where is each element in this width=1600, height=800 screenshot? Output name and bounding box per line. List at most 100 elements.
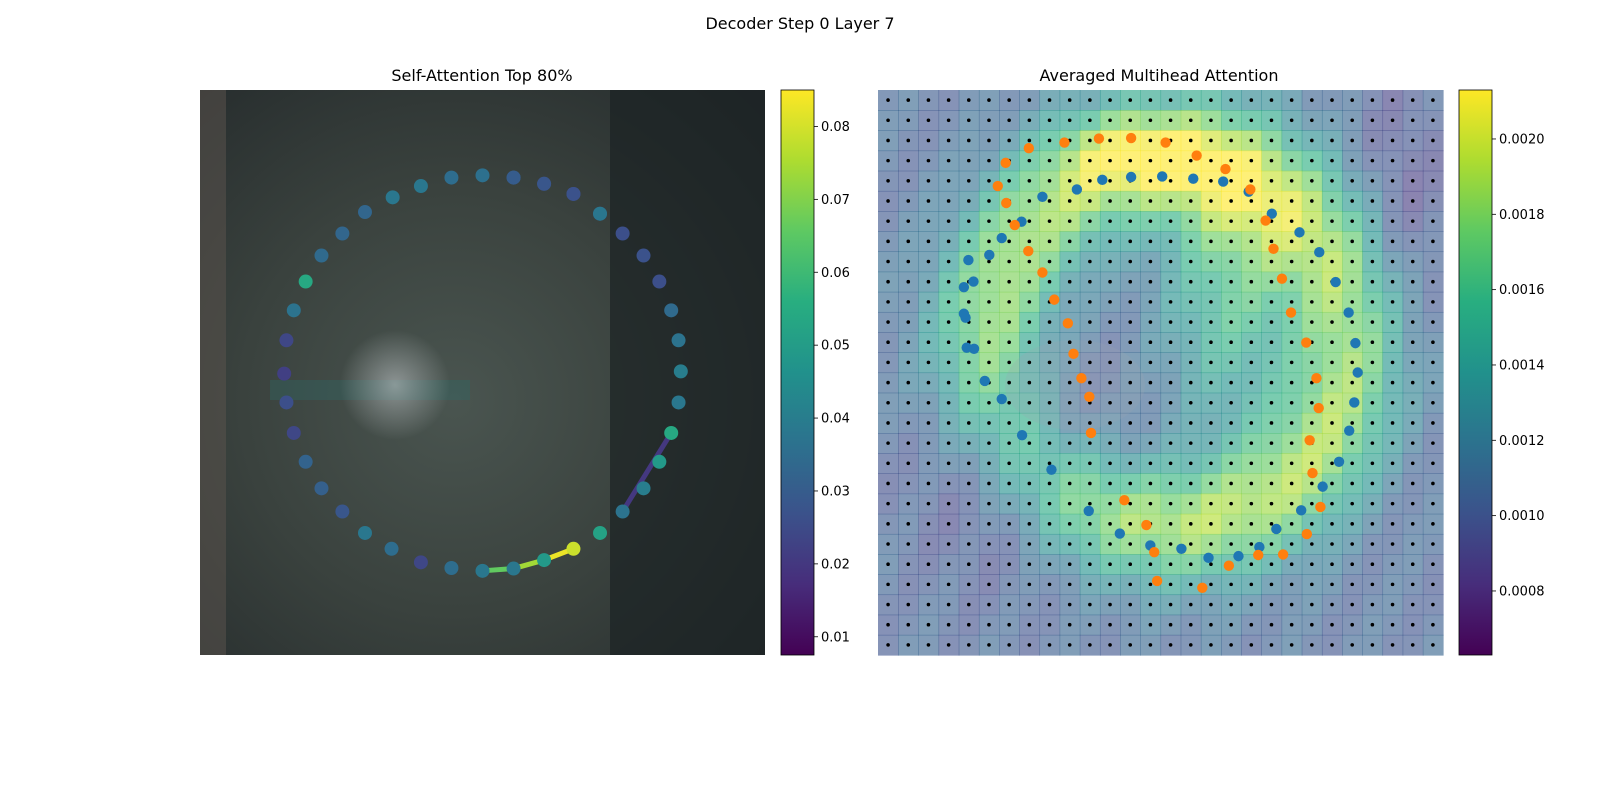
grid-dot xyxy=(1289,400,1294,405)
grid-dot xyxy=(1289,340,1294,345)
query-point xyxy=(671,333,686,348)
grid-dot xyxy=(1269,259,1274,264)
grid-dot xyxy=(1007,643,1011,647)
grid-dot xyxy=(1168,400,1173,405)
grid-dot xyxy=(1269,582,1274,587)
grid-dot xyxy=(886,501,890,506)
grid-dot xyxy=(1088,300,1092,304)
grid-dot xyxy=(1370,158,1375,163)
grid-dot xyxy=(967,219,971,223)
figure-title: Decoder Step 0 Layer 7 xyxy=(705,14,894,33)
grid-dot xyxy=(1310,118,1314,123)
grid-dot xyxy=(1088,199,1092,203)
grid-dot xyxy=(906,582,911,587)
grid-dot xyxy=(1188,239,1193,244)
grid-dot xyxy=(1310,501,1314,506)
grid-dot xyxy=(1047,522,1052,526)
grid-dot xyxy=(1148,360,1153,365)
grid-dot xyxy=(1088,219,1092,223)
grid-dot xyxy=(946,340,951,345)
grid-dot xyxy=(1269,562,1274,566)
grid-dot xyxy=(1269,441,1274,445)
grid-dot xyxy=(1390,279,1395,284)
grid-dot xyxy=(1249,622,1254,627)
grid-dot xyxy=(1370,340,1375,345)
grid-dot xyxy=(1431,300,1435,304)
grid-dot xyxy=(906,400,911,405)
grid-dot xyxy=(1249,421,1254,425)
grid-dot xyxy=(1249,219,1254,223)
query-points xyxy=(277,168,688,578)
grid-dot xyxy=(987,279,991,284)
grid-dot xyxy=(1370,300,1375,304)
grid-dot xyxy=(1410,400,1415,405)
grid-dot xyxy=(1310,562,1314,566)
grid-dot xyxy=(1269,643,1274,647)
grid-dot xyxy=(1310,320,1314,324)
series-point xyxy=(1277,549,1289,560)
colorbar-tick-label: 0.07 xyxy=(821,193,850,208)
grid-dot xyxy=(987,300,991,304)
grid-dot xyxy=(1370,602,1375,607)
grid-dot xyxy=(1007,98,1011,102)
grid-dot xyxy=(926,501,931,506)
grid-dot xyxy=(1168,239,1173,244)
series-point xyxy=(1317,481,1328,492)
grid-dot xyxy=(1350,501,1354,506)
grid-dot xyxy=(1007,239,1011,244)
grid-dot xyxy=(987,501,991,506)
grid-dot xyxy=(967,98,971,102)
grid-dot xyxy=(1148,300,1153,304)
grid-dot xyxy=(1007,279,1011,284)
grid-dot xyxy=(1209,320,1213,324)
grid-dot xyxy=(1007,562,1011,566)
grid-dot xyxy=(1148,562,1153,566)
grid-dot xyxy=(967,542,971,546)
grid-dot xyxy=(1249,279,1254,284)
series-point xyxy=(992,180,1003,192)
grid-dot xyxy=(1108,239,1112,244)
grid-dot xyxy=(1330,360,1334,365)
right-panel: Averaged Multihead Attention 0.0008 0.001… xyxy=(878,66,1545,656)
grid-dot xyxy=(1289,219,1294,223)
grid-dot xyxy=(1067,98,1072,102)
grid-dot xyxy=(1269,340,1274,345)
grid-dot xyxy=(1269,501,1274,506)
series-point xyxy=(1037,191,1048,202)
grid-dot xyxy=(1410,643,1415,647)
grid-dot xyxy=(1188,400,1193,405)
grid-dot xyxy=(1350,138,1354,143)
grid-dot xyxy=(1007,602,1011,607)
grid-dot xyxy=(1047,98,1052,102)
grid-dot xyxy=(1431,380,1435,385)
grid-dot xyxy=(1168,380,1173,385)
grid-dot xyxy=(1088,501,1092,506)
grid-dot xyxy=(1148,602,1153,607)
grid-dot xyxy=(1410,461,1415,466)
grid-dot xyxy=(1390,602,1395,607)
grid-dot xyxy=(1067,199,1072,203)
grid-dot xyxy=(1168,602,1173,607)
series-point xyxy=(1315,501,1326,513)
series-point xyxy=(1085,427,1097,439)
query-point xyxy=(636,481,651,496)
grid-dot xyxy=(886,179,890,183)
grid-dot xyxy=(1088,259,1092,264)
query-point xyxy=(615,226,630,241)
grid-dot xyxy=(1088,421,1092,425)
grid-dot xyxy=(1289,199,1294,203)
grid-dot xyxy=(1108,380,1112,385)
grid-dot xyxy=(967,643,971,647)
grid-dot xyxy=(1390,481,1395,486)
grid-dot xyxy=(1269,138,1274,143)
colorbar-tick-label: 0.0018 xyxy=(1499,208,1545,223)
grid-dot xyxy=(1209,340,1213,345)
grid-dot xyxy=(1128,340,1133,345)
grid-dot xyxy=(926,582,931,587)
grid-dot xyxy=(1431,138,1435,143)
grid-dot xyxy=(906,360,911,365)
series-point xyxy=(1084,391,1095,402)
grid-dot xyxy=(1027,400,1032,405)
grid-dot xyxy=(1027,199,1032,203)
grid-dot xyxy=(1310,300,1314,304)
